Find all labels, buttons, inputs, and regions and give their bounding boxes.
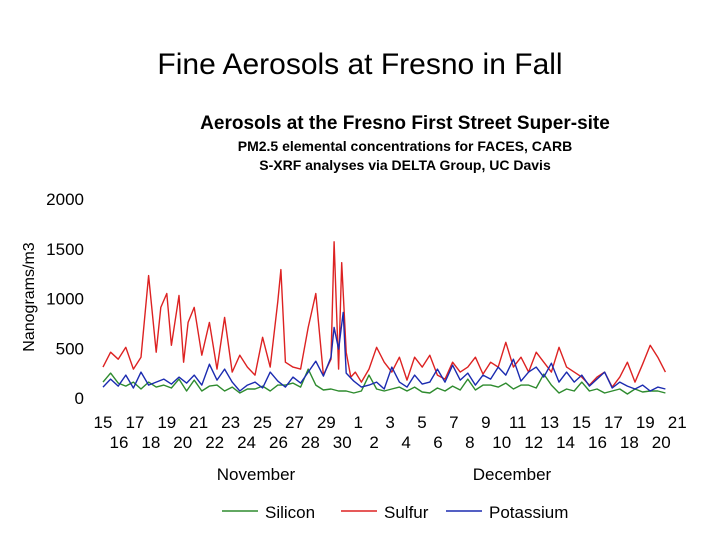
chart-subtitle-2: S-XRF analyses via DELTA Group, UC Davis <box>259 157 551 173</box>
x-tick-label: 18 <box>620 433 639 452</box>
x-tick-label: 11 <box>509 413 527 432</box>
x-tick-label: 29 <box>317 413 336 432</box>
x-tick-label: 22 <box>205 433 224 452</box>
x-tick-label: 20 <box>173 433 192 452</box>
series-line-sulfur <box>102 241 667 388</box>
x-tick-label: 17 <box>125 413 144 432</box>
x-tick-label: 26 <box>269 433 288 452</box>
x-group-label: December <box>473 465 552 484</box>
legend-label: Silicon <box>265 503 315 522</box>
x-tick-label: 6 <box>433 433 442 452</box>
x-tick-label: 16 <box>109 433 128 452</box>
x-tick-label: 5 <box>417 413 426 432</box>
x-tick-label: 14 <box>556 433 575 452</box>
x-group-label: November <box>217 465 296 484</box>
x-tick-label: 23 <box>221 413 240 432</box>
x-tick-label: 25 <box>253 413 272 432</box>
y-tick-label: 500 <box>56 339 84 358</box>
series-line-potassium <box>102 311 666 392</box>
x-tick-label: 21 <box>189 413 208 432</box>
x-tick-label: 15 <box>572 413 591 432</box>
y-tick-label: 2000 <box>46 190 84 209</box>
x-tick-label: 9 <box>481 413 490 432</box>
x-tick-label: 20 <box>652 433 671 452</box>
legend-label: Potassium <box>489 503 568 522</box>
chart-subtitle-1: PM2.5 elemental concentrations for FACES… <box>237 138 573 154</box>
x-tick-label: 12 <box>524 433 543 452</box>
legend-label: Sulfur <box>384 503 429 522</box>
x-tick-label: 21 <box>668 413 687 432</box>
x-tick-label: 15 <box>94 413 113 432</box>
x-tick-label: 19 <box>157 413 176 432</box>
x-tick-label: 10 <box>492 433 511 452</box>
x-tick-label: 3 <box>385 413 394 432</box>
x-tick-label: 13 <box>540 413 559 432</box>
x-tick-label: 16 <box>588 433 607 452</box>
x-tick-label: 24 <box>237 433 256 452</box>
x-tick-label: 19 <box>636 413 655 432</box>
chart-title: Aerosols at the Fresno First Street Supe… <box>200 113 610 134</box>
x-tick-label: 1 <box>353 413 362 432</box>
x-tick-label: 18 <box>141 433 160 452</box>
x-tick-label: 30 <box>333 433 352 452</box>
x-tick-label: 4 <box>401 433 410 452</box>
slide-title: Fine Aerosols at Fresno in Fall <box>157 48 563 81</box>
x-tick-label: 2 <box>369 433 378 452</box>
x-tick-label: 27 <box>285 413 304 432</box>
y-axis-label: Nanograms/m3 <box>21 242 38 351</box>
y-tick-label: 0 <box>75 389 84 408</box>
y-tick-label: 1000 <box>46 290 84 309</box>
y-tick-label: 1500 <box>46 240 84 259</box>
x-tick-label: 28 <box>301 433 320 452</box>
series-line-silicon <box>102 368 666 395</box>
x-tick-label: 8 <box>465 433 474 452</box>
x-tick-label: 17 <box>604 413 623 432</box>
x-tick-label: 7 <box>449 413 458 432</box>
